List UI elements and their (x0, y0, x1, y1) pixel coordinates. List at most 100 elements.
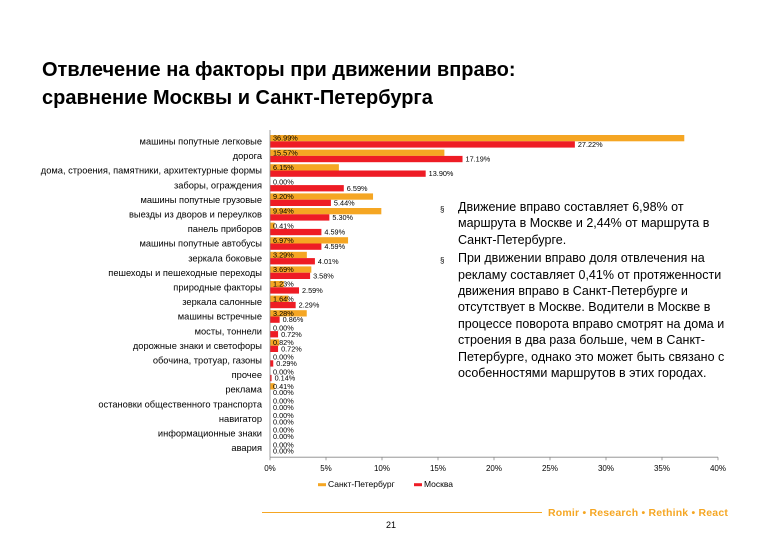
bar-moscow (270, 345, 279, 352)
x-tick-label: 15% (430, 464, 446, 473)
data-label: 1.64% (273, 294, 294, 303)
bar-spb (270, 164, 339, 171)
bar-spb (270, 251, 307, 259)
x-tick-label: 20% (486, 464, 502, 473)
data-label: 1.23% (273, 280, 294, 289)
data-label: 2.29% (299, 301, 320, 310)
category-label: панель приборов (188, 224, 262, 234)
data-label: 3.58% (313, 271, 334, 280)
data-label: 13.90% (429, 169, 454, 178)
category-label: дорога (233, 151, 263, 161)
bar-spb (270, 281, 284, 288)
bar-moscow (270, 301, 296, 309)
category-label: авария (231, 443, 262, 453)
bar-spb (270, 295, 289, 302)
chart-axis: 0% 5% 10% 15% 20% 25% 30% 35% 40% (264, 130, 726, 473)
category-label: машины попутные легковые (140, 137, 262, 147)
x-tick-label: 30% (598, 464, 614, 473)
data-label: 0.72% (281, 344, 302, 353)
bar-spb (270, 339, 280, 346)
category-label: машины попутные грузовые (140, 195, 262, 205)
data-label: 3.69% (273, 265, 294, 274)
category-label: остановки общественного транспорта (98, 399, 262, 409)
category-labels: машины попутные легковые дорога дома, стро… (41, 137, 263, 454)
data-label: 0.72% (281, 330, 302, 339)
data-label: 36.99% (273, 134, 298, 143)
data-label: 0.00% (273, 447, 294, 456)
category-label: информационные знаки (158, 429, 262, 439)
bar-moscow (270, 185, 344, 192)
category-label: заборы, ограждения (174, 180, 262, 190)
x-tick-label: 35% (654, 464, 670, 473)
data-label: 0.00% (273, 440, 294, 449)
legend-label: Санкт-Петербург (328, 479, 395, 489)
bar-moscow (270, 258, 315, 265)
bar-spb (270, 208, 382, 215)
note-text: При движении вправо доля отвлечения на р… (458, 251, 725, 381)
data-label: 5.30% (332, 213, 353, 222)
note-item: § Движение вправо составляет 6,98% от ма… (440, 199, 730, 248)
x-tick-label: 5% (320, 464, 332, 473)
data-label: 5.44% (334, 198, 355, 207)
data-label: 0.00% (273, 353, 294, 362)
bar-moscow (270, 155, 463, 163)
category-label: зеркала салонные (182, 297, 262, 307)
category-label: дорожные знаки и светофоры (133, 341, 262, 351)
data-label: 0.86% (283, 315, 304, 324)
data-label: 17.19% (466, 155, 491, 164)
footer-divider (262, 512, 542, 513)
bar-moscow (270, 141, 575, 148)
page-title: Отвлечение на факторы при движении вправ… (42, 56, 742, 112)
value-labels: 36.99% 27.22% 15.57% 17.19% 6.15% 13.90% 0.00%… (273, 134, 603, 456)
bar-moscow (270, 170, 426, 177)
bar-spb (270, 237, 349, 244)
bar-moscow (270, 272, 311, 279)
category-label: обочина, тротуар, газоны (153, 356, 262, 366)
category-label: зеркала боковые (188, 253, 262, 263)
data-label: 0.00% (273, 411, 294, 420)
legend-swatch-spb (318, 483, 326, 487)
legend-label: Москва (424, 479, 453, 489)
data-label: 3.28% (273, 309, 294, 318)
bar-spb (270, 222, 275, 229)
category-label: машины попутные автобусы (139, 239, 262, 249)
bar-moscow (270, 316, 280, 323)
bar-moscow (270, 331, 279, 338)
data-label: 6.97% (273, 236, 294, 245)
title-line-1: Отвлечение на факторы при движении вправ… (42, 59, 516, 81)
bar-moscow (270, 199, 331, 206)
bar-moscow (270, 360, 274, 367)
data-label: 27.22% (578, 140, 603, 149)
data-label: 0.41% (273, 221, 294, 230)
data-label: 15.57% (273, 148, 298, 157)
data-label: 4.01% (318, 257, 339, 266)
footer-tagline: Romir • Research • Rethink • React (548, 507, 729, 519)
note-text: Движение вправо составляет 6,98% от марш… (458, 200, 710, 247)
data-label: 2.59% (302, 286, 323, 295)
data-label: 0.41% (273, 382, 294, 391)
data-label: 0.82% (273, 338, 294, 347)
x-tick-label: 40% (710, 464, 726, 473)
data-label: 0.00% (273, 417, 294, 426)
page-number: 21 (386, 520, 397, 530)
data-label: 9.20% (273, 192, 294, 201)
bar-spb (270, 149, 445, 156)
data-label: 0.00% (273, 324, 294, 333)
data-label: 6.59% (347, 184, 368, 193)
x-tick-label: 0% (264, 464, 276, 473)
note-item: § При движении вправо доля отвлечения на… (440, 250, 730, 381)
category-label: машины встречные (178, 312, 262, 322)
category-label: пешеходы и пешеходные переходы (108, 268, 262, 278)
legend-swatch-moscow (414, 483, 422, 487)
data-label: 3.29% (273, 251, 294, 260)
category-label: навигатор (219, 414, 262, 424)
chart-legend: Санкт-Петербург Москва (318, 479, 453, 489)
bar-spb (270, 193, 374, 200)
data-label: 0.00% (273, 426, 294, 435)
category-label: природные факторы (173, 283, 262, 293)
bar-spb (270, 383, 275, 390)
data-label: 0.00% (273, 388, 294, 397)
category-label: реклама (225, 385, 262, 395)
data-label: 0.29% (276, 359, 297, 368)
